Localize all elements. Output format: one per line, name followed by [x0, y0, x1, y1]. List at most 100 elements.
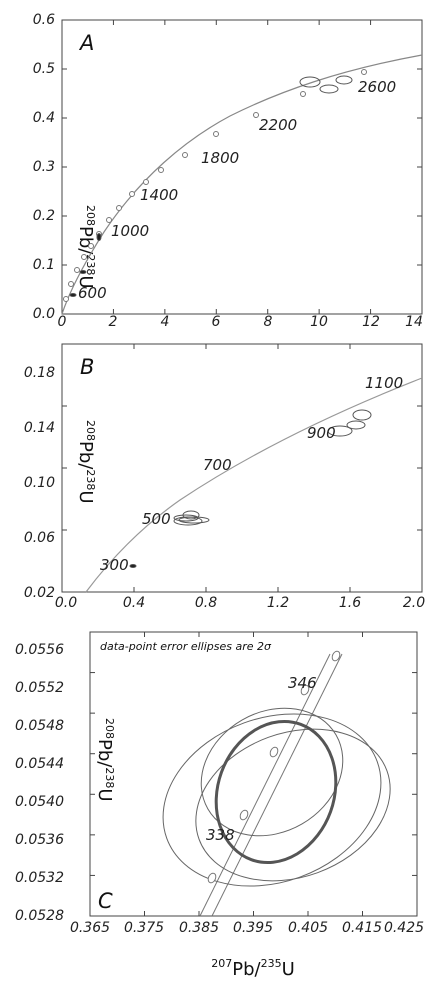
panel-b-data-ellipse [173, 514, 199, 522]
panel-c-x-tick-label: 0.425 [384, 920, 424, 936]
panel-c-y-tick-label: 0.0548 [15, 718, 64, 734]
panel-b-letter: B [80, 355, 94, 379]
panel-a-data-ellipse [335, 75, 353, 85]
panel-c: C data-point error ellipses are 2σ 0.365… [15, 631, 424, 980]
panel-b-concordia-curve [85, 377, 423, 593]
panel-a-age-marker [253, 112, 259, 118]
panel-a-y-tick-label: 0.4 [33, 110, 55, 126]
panel-a-age-label: 1400 [140, 186, 178, 204]
panel-b-data-ellipse [178, 516, 210, 524]
panel-a-data-ellipse [79, 270, 87, 274]
panel-a-x-tick-label: 8 [264, 314, 273, 330]
panel-a-age-marker [182, 152, 188, 158]
panel-a-age-marker [158, 167, 164, 173]
panel-b-x-tick-labels: 0.0 0.4 0.8 1.2 1.6 2.0 [55, 595, 425, 611]
panel-b-data-ellipse [129, 564, 137, 568]
panel-a-age-label: 600 [78, 284, 107, 302]
panel-b-age-label: 700 [203, 456, 232, 474]
panel-c-data-ellipse [200, 707, 344, 837]
panel-c-x-tick-labels: 0.365 0.375 0.385 0.395 0.405 0.415 0.42… [70, 920, 424, 936]
panel-b-y-axis-title: 208Pb/238U [75, 420, 97, 504]
panel-a-y-tick-label: 0.5 [33, 61, 55, 77]
panel-b-age-labels: 300 500 700 900 1100 [100, 374, 403, 574]
panel-a-age-markers [63, 69, 367, 302]
panel-a-y-tick-label: 0.6 [33, 12, 55, 28]
panel-c-concordia-band-edge [199, 653, 331, 917]
panel-a-y-tick-label: 0.0 [33, 306, 55, 322]
panel-b-x-tick-label: 0.8 [195, 595, 217, 611]
panel-c-frame [89, 631, 418, 917]
panel-c-weighted-mean-ellipse [214, 719, 338, 865]
panel-a-x-tick-label: 6 [212, 314, 221, 330]
panel-b-age-label: 900 [307, 424, 336, 442]
panel-b-x-tick-label: 0.0 [55, 595, 77, 611]
panel-c-note: data-point error ellipses are 2σ [100, 640, 272, 653]
panel-a-age-label: 1800 [201, 149, 239, 167]
panel-a-age-marker [68, 281, 74, 287]
panel-a-y-tick-label: 0.1 [33, 257, 55, 273]
panel-c-age-marker [269, 746, 279, 758]
panel-b-data-ellipse [352, 409, 372, 421]
panel-c-age-marker [239, 809, 249, 821]
panel-c-age-marker [207, 872, 217, 884]
panel-c-x-tick-label: 0.415 [342, 920, 382, 936]
panel-a-x-tick-label: 12 [362, 314, 380, 330]
panel-c-x-tick-label: 0.395 [233, 920, 273, 936]
panel-c-letter: C [98, 889, 113, 913]
panel-c-age-labels: 338 346 [206, 674, 317, 844]
panel-a-ticks [61, 19, 423, 315]
panel-c-x-tick-label: 0.375 [124, 920, 164, 936]
panel-a-age-marker [129, 191, 135, 197]
panel-a-age-marker [106, 217, 112, 223]
panel-c-concordia-band-edge [211, 653, 343, 917]
panel-b-y-tick-label: 0.06 [24, 530, 55, 546]
panel-c-x-tick-label: 0.365 [70, 920, 110, 936]
panel-a-age-marker [143, 179, 149, 185]
panel-c-y-tick-label: 0.0532 [15, 870, 64, 886]
panel-a-age-labels: 600 1000 1400 1800 2200 2600 [78, 78, 396, 302]
panel-a-age-label: 2600 [358, 78, 396, 96]
panel-a-age-marker [74, 267, 80, 273]
panel-c-age-label: 338 [206, 826, 235, 844]
panel-b-x-tick-label: 1.2 [267, 595, 289, 611]
panel-c-y-tick-label: 0.0544 [15, 756, 64, 772]
panel-a-x-tick-label: 14 [405, 314, 423, 330]
panel-b-error-ellipses [129, 409, 372, 568]
panel-a-data-ellipse [299, 76, 321, 88]
panel-a-age-marker [81, 254, 87, 260]
panel-a-age-label: 2200 [259, 116, 297, 134]
panel-a-y-tick-labels: 0.0 0.1 0.2 0.3 0.4 0.5 0.6 [33, 12, 55, 322]
panel-a-age-marker [63, 296, 69, 302]
panel-a-y-tick-label: 0.3 [33, 159, 55, 175]
panel-b-age-label: 500 [142, 510, 171, 528]
panel-b-data-ellipse [327, 425, 353, 437]
panel-c-y-tick-label: 0.0536 [15, 832, 64, 848]
panel-a-x-tick-label: 2 [109, 314, 118, 330]
panel-a-x-tick-label: 0 [58, 314, 67, 330]
panel-a-error-ellipses [69, 75, 353, 297]
panel-a-letter: A [78, 31, 94, 55]
panel-a-x-tick-label: 10 [310, 314, 328, 330]
panel-b-x-tick-label: 0.4 [123, 595, 145, 611]
panel-c-concordia-band [199, 653, 343, 917]
panel-c-x-tick-label: 0.385 [179, 920, 219, 936]
panel-c-x-tick-label: 0.405 [288, 920, 328, 936]
panel-a-age-marker [88, 243, 94, 249]
panel-c-y-tick-label: 0.0552 [15, 680, 64, 696]
panel-a-data-ellipse [69, 293, 77, 297]
panel-b-age-label: 300 [100, 556, 129, 574]
panel-c-x-axis-title: 207Pb/235U [211, 957, 295, 980]
panel-c-ticks [89, 631, 418, 917]
panel-a-age-marker [116, 205, 122, 211]
panel-c-data-ellipse [195, 728, 391, 882]
panel-b-y-tick-label: 0.18 [24, 365, 55, 381]
panel-b-y-tick-label: 0.10 [24, 475, 55, 491]
panel-a-age-marker [300, 91, 306, 97]
panel-a-data-ellipse [96, 233, 102, 241]
panel-a-frame [61, 19, 423, 315]
panel-c-age-marker [300, 684, 310, 696]
panel-c-y-tick-label: 0.0528 [15, 908, 64, 924]
panel-c-y-tick-label: 0.0556 [15, 642, 64, 658]
panel-b-x-tick-label: 2.0 [403, 595, 425, 611]
